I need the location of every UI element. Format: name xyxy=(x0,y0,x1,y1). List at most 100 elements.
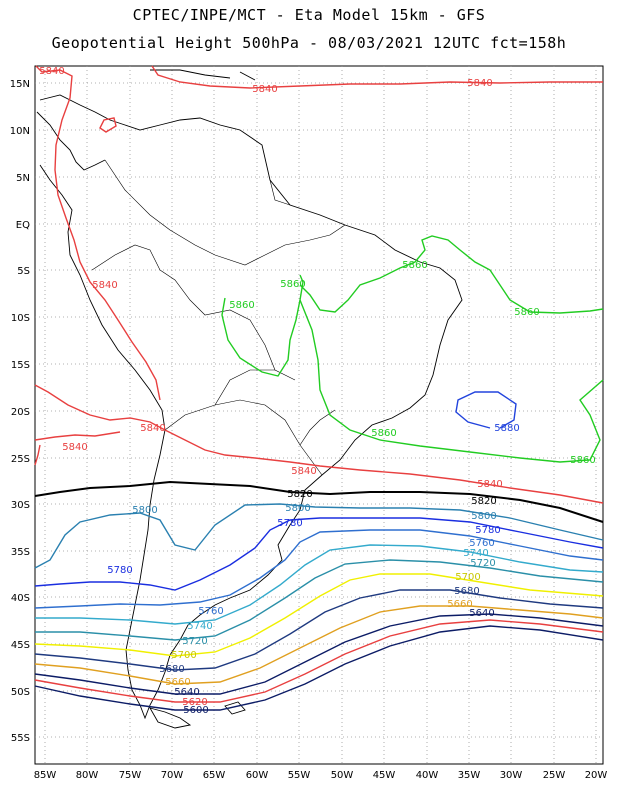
label-5800-b: 5800 xyxy=(285,503,310,514)
label-5820-b: 5820 xyxy=(471,496,496,507)
lon-label-50w: 50W xyxy=(331,770,354,781)
label-5840-w: 5840 xyxy=(92,280,117,291)
label-5600: 5600 xyxy=(183,705,208,716)
height-contours xyxy=(34,65,604,711)
label-5840-n: 5840 xyxy=(252,84,277,95)
label-5780-b: 5780 xyxy=(277,518,302,529)
country-borders xyxy=(91,159,346,476)
contour-5620 xyxy=(34,619,604,703)
contour-5640 xyxy=(34,613,604,695)
contour-5840-sw xyxy=(34,431,121,441)
label-5800-c: 5800 xyxy=(471,511,496,522)
contour-5700 xyxy=(34,573,604,657)
contour-5880 xyxy=(455,391,517,429)
lon-label-70w: 70W xyxy=(161,770,184,781)
contour-5840-small-loop xyxy=(99,117,117,133)
central-america-outline xyxy=(36,111,106,171)
lon-label-55w: 55W xyxy=(288,770,311,781)
falkland-islands xyxy=(224,701,246,715)
label-5860-d: 5860 xyxy=(514,307,539,318)
contour-5780 xyxy=(34,517,604,591)
label-5860-b: 5860 xyxy=(229,300,254,311)
lon-label-20w: 20W xyxy=(585,770,608,781)
lat-label-20s: 20S xyxy=(11,407,30,418)
contour-labels: 5840 5840 5840 5840 5840 5840 5840 5840 … xyxy=(39,66,595,716)
contour-5860-se xyxy=(299,299,604,463)
label-5660-a: 5660 xyxy=(165,677,190,688)
contour-5840-nw xyxy=(35,65,161,401)
title-line-1: CPTEC/INPE/MCT - Eta Model 15km - GFS xyxy=(132,6,486,24)
contour-5680 xyxy=(34,589,604,671)
lat-label-15n: 15N xyxy=(10,79,30,90)
title-line-2: Geopotential Height 500hPa - 08/03/2021 … xyxy=(51,34,567,52)
lon-label-25w: 25W xyxy=(543,770,566,781)
label-5740-b: 5740 xyxy=(463,548,488,559)
contour-5760 xyxy=(34,529,604,609)
label-5840-c: 5840 xyxy=(291,466,316,477)
label-5700-b: 5700 xyxy=(455,572,480,583)
lat-label-55s: 55S xyxy=(11,733,30,744)
graticule xyxy=(35,66,603,764)
lon-label-75w: 75W xyxy=(119,770,142,781)
label-5740-a: 5740 xyxy=(187,621,212,632)
lat-label-15s: 15S xyxy=(11,360,30,371)
label-5760-a: 5760 xyxy=(198,606,223,617)
lat-label-5s: 5S xyxy=(17,266,30,277)
label-5720-b: 5720 xyxy=(470,558,495,569)
lon-label-45w: 45W xyxy=(373,770,396,781)
contour-5720 xyxy=(35,559,604,641)
label-5720-a: 5720 xyxy=(182,636,207,647)
label-5680-a: 5680 xyxy=(159,664,184,675)
lon-label-35w: 35W xyxy=(458,770,481,781)
label-5860-f: 5860 xyxy=(570,455,595,466)
label-5860-e: 5860 xyxy=(371,428,396,439)
contour-5840-north xyxy=(151,65,603,89)
label-5660-b: 5660 xyxy=(447,599,472,610)
contour-5840-edge xyxy=(34,444,41,466)
contour-5860-brazil xyxy=(299,235,604,314)
lat-label-eq: EQ xyxy=(16,220,30,231)
contour-5660 xyxy=(34,605,604,685)
lat-label-5n: 5N xyxy=(16,173,30,184)
contour-5800 xyxy=(34,503,604,569)
label-5840-sw: 5840 xyxy=(62,442,87,453)
label-5860-a: 5860 xyxy=(280,279,305,290)
label-5840-nw: 5840 xyxy=(39,66,64,77)
lat-label-50s: 50S xyxy=(11,687,30,698)
lon-label-65w: 65W xyxy=(203,770,226,781)
label-5840-sc: 5840 xyxy=(140,423,165,434)
map-frame xyxy=(34,65,604,765)
lat-label-45s: 45S xyxy=(11,640,30,651)
label-5780-c: 5780 xyxy=(475,525,500,536)
label-5820-a: 5820 xyxy=(287,489,312,500)
label-5880: 5880 xyxy=(494,423,519,434)
label-5780-a: 5780 xyxy=(107,565,132,576)
lat-label-35s: 35S xyxy=(11,547,30,558)
contour-5740 xyxy=(35,544,604,625)
label-5840-e: 5840 xyxy=(477,479,502,490)
contour-5840-west xyxy=(34,384,604,504)
lat-label-30s: 30S xyxy=(11,500,30,511)
label-5680-b: 5680 xyxy=(454,586,479,597)
contour-5820 xyxy=(34,480,604,523)
caribbean-islands xyxy=(150,69,256,81)
label-5700-a: 5700 xyxy=(171,650,196,661)
lon-label-60w: 60W xyxy=(246,770,269,781)
label-5760-b: 5760 xyxy=(469,538,494,549)
lat-label-40s: 40S xyxy=(11,593,30,604)
tierra-del-fuego xyxy=(149,707,192,729)
label-5840-ne: 5840 xyxy=(467,78,492,89)
lat-label-10n: 10N xyxy=(10,126,30,137)
label-5640-b: 5640 xyxy=(469,608,494,619)
contour-5860-amazon xyxy=(221,274,304,377)
lon-label-85w: 85W xyxy=(34,770,57,781)
label-5800-a: 5800 xyxy=(132,505,157,516)
lat-label-10s: 10S xyxy=(11,313,30,324)
lat-tick-labels: 15N 10N 5N EQ 5S 10S 15S 20S 25S 30S 35S… xyxy=(10,79,30,744)
label-5620: 5620 xyxy=(182,697,207,708)
label-5860-c: 5860 xyxy=(402,260,427,271)
lon-label-30w: 30W xyxy=(500,770,523,781)
lat-label-25s: 25S xyxy=(11,454,30,465)
lon-label-40w: 40W xyxy=(416,770,439,781)
